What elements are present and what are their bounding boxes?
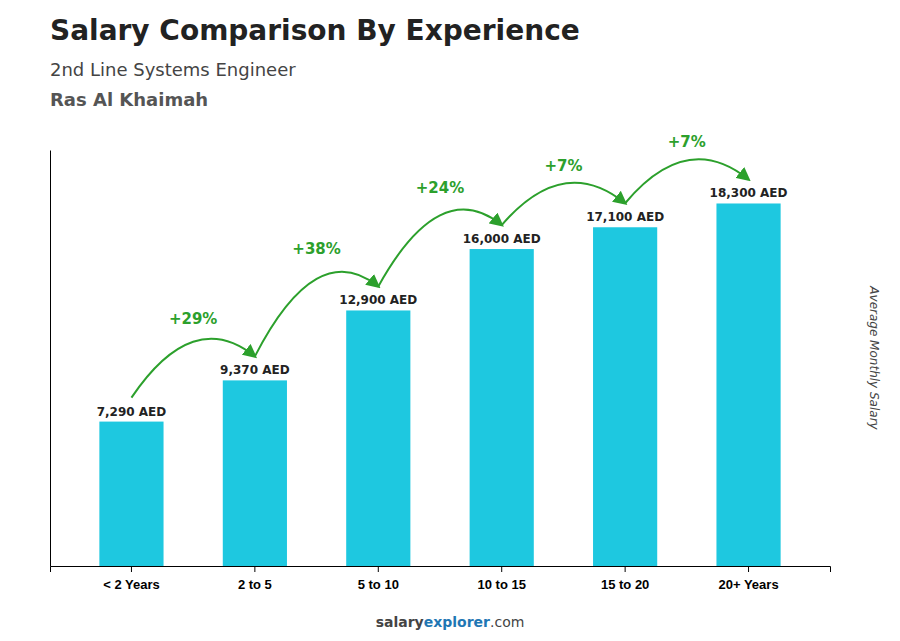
x-tick-mark xyxy=(254,566,255,572)
value-label: 7,290 AED xyxy=(97,405,167,419)
change-arrow xyxy=(625,159,748,203)
x-axis-line xyxy=(51,567,831,573)
x-tick-label: 5 to 10 xyxy=(358,577,399,592)
x-tick-label: 20+ Years xyxy=(718,577,778,592)
bar xyxy=(99,422,163,566)
bar xyxy=(346,310,410,566)
value-label: 18,300 AED xyxy=(710,186,788,200)
x-tick-label: < 2 Years xyxy=(103,577,160,592)
bar xyxy=(716,203,780,566)
x-tick-mark xyxy=(748,566,749,572)
footer-part: explorer xyxy=(424,614,490,630)
change-arrow xyxy=(131,339,254,398)
value-label: 9,370 AED xyxy=(220,363,290,377)
x-tick: 10 to 15 xyxy=(477,566,525,592)
location: Ras Al Khaimah xyxy=(50,89,208,110)
plot: < 2 Years 2 to 5 5 to 10 10 to 15 15 to 20 20… xyxy=(51,133,831,592)
bar xyxy=(223,380,287,566)
x-tick-label: 10 to 15 xyxy=(477,577,525,592)
y-axis-line xyxy=(50,151,51,567)
x-tick: 2 to 5 xyxy=(238,566,272,592)
x-tick: 15 to 20 xyxy=(601,566,649,592)
bar xyxy=(470,249,534,566)
change-arrow xyxy=(255,272,378,357)
x-tick: < 2 Years xyxy=(103,566,160,592)
change-arrow xyxy=(502,183,625,225)
x-tick-mark xyxy=(501,566,502,572)
change-label: +7% xyxy=(544,157,582,175)
change-label: +24% xyxy=(416,179,464,197)
change-arrows: +29% +38% +24% +7% +7% xyxy=(131,133,748,397)
footer-part: salary xyxy=(376,614,424,630)
x-tick-label: 2 to 5 xyxy=(238,577,272,592)
x-axis: < 2 Years 2 to 5 5 to 10 10 to 15 15 to 20 20… xyxy=(51,566,831,592)
y-axis xyxy=(50,151,51,567)
bars xyxy=(99,203,780,566)
x-tick: 20+ Years xyxy=(718,566,778,592)
chart: Salary Comparison By Experience 2nd Line … xyxy=(0,0,900,641)
value-label: 16,000 AED xyxy=(463,232,541,246)
x-tick-label: 15 to 20 xyxy=(601,577,649,592)
subtitle: 2nd Line Systems Engineer xyxy=(50,59,296,80)
value-labels: 7,290 AED 9,370 AED 12,900 AED 16,000 AED 17… xyxy=(97,186,788,418)
footer: salaryexplorer.com xyxy=(376,614,525,630)
title: Salary Comparison By Experience xyxy=(50,14,580,47)
change-label: +38% xyxy=(292,240,340,258)
change-label: +29% xyxy=(169,310,217,328)
footer-part: .com xyxy=(490,614,524,630)
x-tick-mark xyxy=(378,566,379,572)
change-arrow xyxy=(378,210,501,287)
x-tick-mark xyxy=(625,566,626,572)
x-tick: 5 to 10 xyxy=(358,566,399,592)
value-label: 17,100 AED xyxy=(586,210,664,224)
value-label: 12,900 AED xyxy=(339,293,417,307)
change-label: +7% xyxy=(668,133,706,151)
x-tick-mark xyxy=(131,566,132,572)
y-axis-title: Average Monthly Salary xyxy=(867,285,881,430)
bar xyxy=(593,227,657,566)
